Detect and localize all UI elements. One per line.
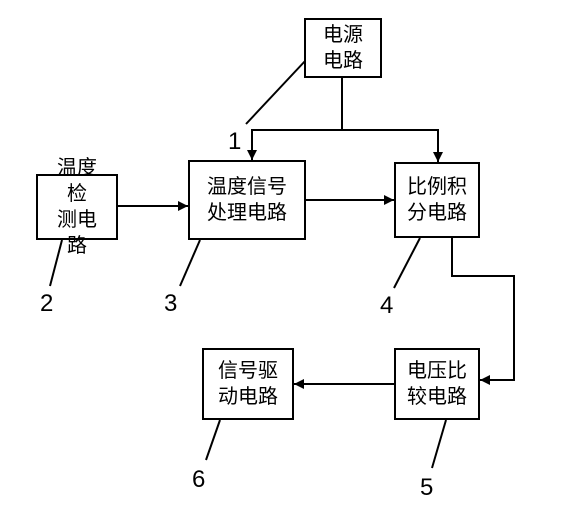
- node-n4-label: 比例积分电路: [407, 174, 467, 226]
- leader-n1: [246, 60, 306, 124]
- arrowhead-n2-n3: [178, 201, 188, 211]
- leader-n5: [432, 420, 446, 468]
- node-n4: 比例积分电路: [394, 162, 480, 238]
- node-n3: 温度信号处理电路: [188, 160, 306, 240]
- node-n1: 电源电路: [304, 18, 382, 78]
- num-label-n6: 6: [192, 466, 205, 494]
- node-n1-label: 电源电路: [323, 22, 363, 74]
- node-n5-label: 电压比较电路: [407, 358, 467, 410]
- edge-n1-n4: [342, 78, 438, 162]
- node-n5: 电压比较电路: [394, 348, 480, 420]
- node-n3-label: 温度信号处理电路: [207, 174, 287, 226]
- num-label-n2: 2: [40, 290, 53, 318]
- arrowhead-n1-n3: [247, 150, 257, 160]
- node-n6-label: 信号驱动电路: [218, 358, 278, 410]
- flowchart-diagram: 电源电路 1 温度检测电路 2 温度信号处理电路 3 比例积分电路 4 电压比较电路 5 信号驱动电…: [0, 0, 564, 514]
- node-n2-label: 温度检测电路: [48, 155, 106, 259]
- num-label-n4: 4: [380, 292, 393, 320]
- arrowhead-n3-n4: [384, 195, 394, 205]
- arrowhead-n1-n4: [433, 152, 443, 162]
- num-label-n3: 3: [164, 290, 177, 318]
- num-label-n5: 5: [420, 474, 433, 502]
- leader-n6: [206, 420, 220, 460]
- arrowhead-n4-n5: [480, 375, 490, 385]
- node-n2: 温度检测电路: [36, 174, 118, 240]
- edge-n1-n3: [252, 78, 342, 160]
- leader-n4: [394, 238, 420, 288]
- node-n6: 信号驱动电路: [202, 348, 294, 420]
- arrowhead-n5-n6: [294, 379, 304, 389]
- leader-n3: [180, 240, 200, 286]
- num-label-n1: 1: [228, 128, 241, 156]
